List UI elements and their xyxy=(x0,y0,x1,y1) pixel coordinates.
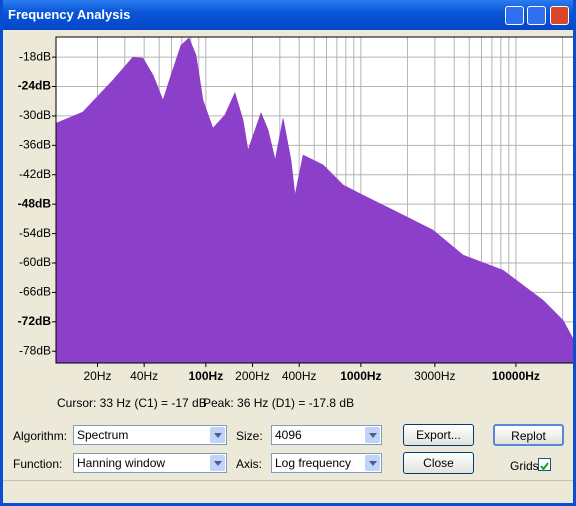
export-button[interactable]: Export... xyxy=(403,424,474,446)
axis-select[interactable]: Log frequency xyxy=(271,453,382,473)
algorithm-value: Spectrum xyxy=(77,428,129,442)
y-tick-label: -24dB xyxy=(18,79,52,93)
status-bar xyxy=(3,480,573,503)
replot-button[interactable]: Replot xyxy=(493,424,564,446)
axis-label: Axis: xyxy=(236,457,263,471)
window-title: Frequency Analysis xyxy=(8,7,131,22)
y-tick-label: -78dB xyxy=(19,343,51,357)
cursor-readout: Cursor: 33 Hz (C1) = -17 dB xyxy=(57,396,207,410)
plot-border xyxy=(55,36,573,364)
algorithm-select[interactable]: Spectrum xyxy=(73,425,227,445)
grids-checkbox[interactable] xyxy=(538,458,551,471)
x-tick-label: 400Hz xyxy=(282,369,317,383)
y-tick-label: -42dB xyxy=(19,167,51,181)
close-button[interactable]: Close xyxy=(403,452,474,474)
size-label: Size: xyxy=(236,429,263,443)
x-tick-label: 1000Hz xyxy=(340,369,381,383)
y-tick-label: -66dB xyxy=(19,285,51,299)
x-tick-label: 40Hz xyxy=(130,369,158,383)
y-tick-label: -72dB xyxy=(18,314,52,328)
function-select[interactable]: Hanning window xyxy=(73,453,227,473)
minimize-button[interactable] xyxy=(505,6,524,25)
grids-label: Grids xyxy=(510,459,539,473)
size-value: 4096 xyxy=(275,428,302,442)
maximize-button[interactable] xyxy=(527,6,546,25)
x-tick-label: 100Hz xyxy=(189,369,224,383)
title-bar: Frequency Analysis xyxy=(3,0,573,30)
x-tick-label: 200Hz xyxy=(235,369,270,383)
close-window-button[interactable] xyxy=(550,6,569,25)
function-label: Function: xyxy=(13,457,63,471)
x-tick-label: 20Hz xyxy=(83,369,111,383)
y-tick-label: -48dB xyxy=(18,196,52,210)
size-select[interactable]: 4096 xyxy=(271,425,382,445)
x-tick-label: 10000Hz xyxy=(492,369,540,383)
spectrum-area xyxy=(55,37,573,364)
y-tick-label: -36dB xyxy=(19,138,51,152)
algorithm-label: Algorithm: xyxy=(13,429,68,443)
y-tick-label: -54dB xyxy=(19,226,51,240)
spectrum-plot: -18dB -24dB -30dB -36dB -42dB -48dB -54dB -60dB… xyxy=(18,36,573,383)
y-tick-label: -60dB xyxy=(19,255,51,269)
y-tick-label: -18dB xyxy=(19,49,51,63)
y-tick-label: -30dB xyxy=(19,108,51,122)
axis-value: Log frequency xyxy=(275,456,352,470)
x-tick-label: 3000Hz xyxy=(414,369,455,383)
function-value: Hanning window xyxy=(77,456,166,470)
peak-readout: Peak: 36 Hz (D1) = -17.8 dB xyxy=(203,396,355,410)
